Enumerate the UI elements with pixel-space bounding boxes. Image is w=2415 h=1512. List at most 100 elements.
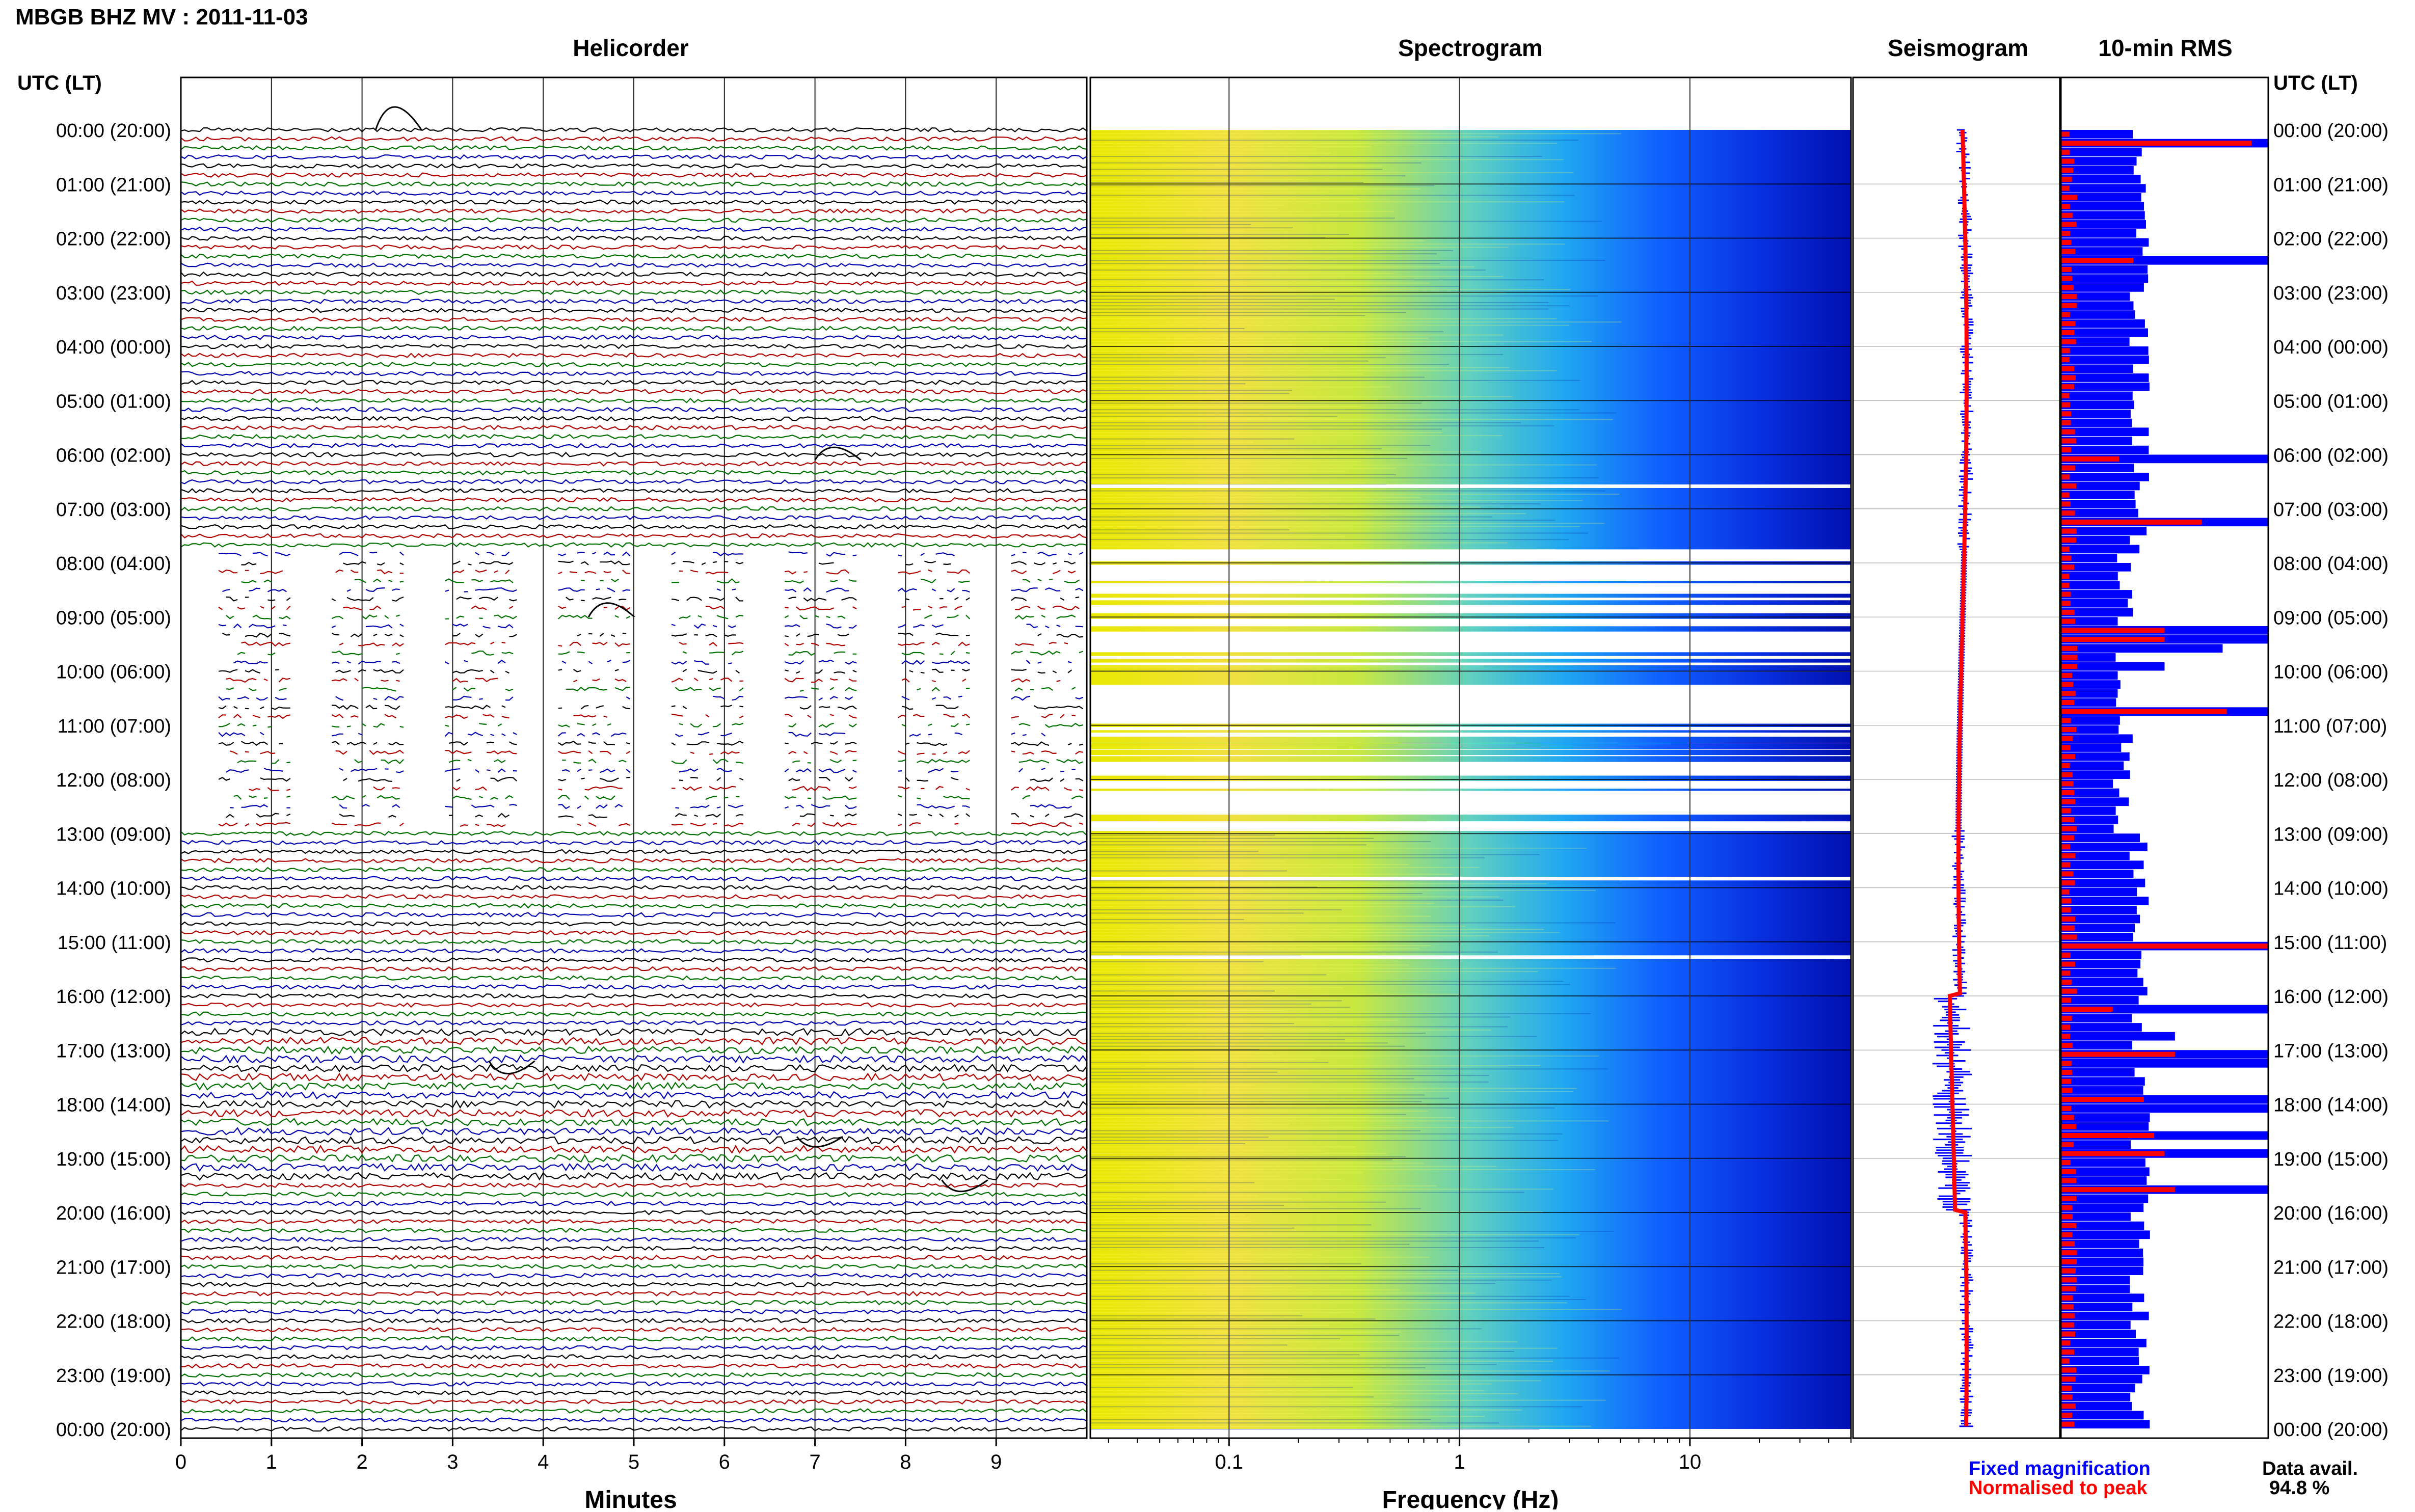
rms-normalised-bar (2061, 763, 2070, 768)
spectrogram-streak (1090, 919, 1244, 921)
spectrogram-streak (1090, 279, 1544, 281)
spectrogram-streak (1090, 244, 1565, 245)
spectrogram-streak (1090, 260, 1605, 261)
rms-fixed-bar (2061, 1230, 2150, 1239)
rms-normalised-bar (2061, 745, 2071, 750)
rms-normalised-bar (2061, 817, 2074, 823)
spectrogram-streak (1090, 166, 1382, 167)
spectrogram-streak (1090, 1295, 1570, 1297)
spectrogram-streak (1090, 851, 1258, 852)
rms-normalised-bar (2061, 474, 2070, 480)
time-label-left: 22:00 (18:00) (56, 1311, 171, 1333)
spectrogram-streak (1090, 857, 1485, 858)
spectrogram-streak (1090, 334, 1504, 336)
rms-normalised-bar (2061, 492, 2070, 498)
spectrogram-streak (1090, 1175, 1280, 1177)
rms-panel (2061, 130, 2268, 1428)
spectrogram-streak (1090, 1159, 1392, 1160)
spectrogram-streak (1090, 1253, 1313, 1255)
spectrogram-streak (1090, 1227, 1295, 1229)
spectrogram-streak (1090, 863, 1409, 865)
rms-fixed-bar (2061, 527, 2147, 535)
spectrogram-streak (1090, 997, 1273, 998)
rms-fixed-bar (2061, 193, 2141, 202)
time-label-left: 00:00 (20:00) (56, 1419, 171, 1441)
spectrogram-streak (1090, 971, 1538, 973)
spectrogram-streak (1090, 1208, 1421, 1209)
rms-normalised-bar (2061, 1331, 2075, 1337)
time-label-right: 09:00 (05:00) (2273, 607, 2389, 629)
spectrogram-streak (1090, 1276, 1562, 1278)
helicorder-trace (226, 768, 1083, 772)
spectrogram-streak (1090, 240, 1425, 241)
helicorder-trace (180, 948, 1087, 954)
helicorder-trace (180, 1246, 1087, 1252)
helicorder-trace (180, 830, 1087, 836)
rms-normalised-bar (2061, 303, 2077, 308)
rms-fixed-bar (2061, 914, 2140, 924)
spectrogram-streak (1090, 909, 1342, 910)
spectrogram-streak (1090, 1390, 1484, 1391)
rms-fixed-bar (2061, 1248, 2143, 1257)
rms-normalised-bar (2061, 501, 2071, 507)
rms-normalised-bar (2061, 438, 2076, 444)
spectrogram-streak (1090, 1247, 1544, 1248)
spectrogram-streak (1090, 214, 1339, 215)
spectrogram-streak (1090, 1127, 1514, 1128)
spectrogram-streak (1090, 1234, 1579, 1235)
time-label-left: 00:00 (20:00) (56, 120, 171, 142)
spectrogram-streak (1090, 1419, 1431, 1420)
rms-fixed-bar (2061, 1086, 2143, 1095)
rms-fixed-bar (2061, 202, 2144, 211)
rms-fixed-bar (2061, 409, 2131, 418)
spectrogram-streak (1090, 1250, 1362, 1252)
time-label-left: 20:00 (16:00) (56, 1203, 171, 1224)
utc-header-left: UTC (LT) (17, 72, 102, 94)
spectrogram-streak (1090, 1240, 1539, 1242)
spectrogram-streak (1090, 841, 1431, 843)
time-label-right: 22:00 (18:00) (2273, 1311, 2389, 1333)
rms-normalised-bar (2061, 1187, 2175, 1193)
helicorder-trace (180, 849, 1087, 854)
spectrogram-streak (1090, 1380, 1541, 1382)
rms-fixed-bar (2061, 1140, 2131, 1149)
spectrogram-streak (1090, 981, 1564, 982)
rms-fixed-bar (2061, 1176, 2147, 1185)
rms-normalised-bar (2061, 1070, 2072, 1075)
rms-normalised-bar (2061, 1178, 2077, 1183)
rms-fixed-bar (2061, 1104, 2268, 1113)
helicorder-trace (233, 795, 1084, 800)
spectrogram-streak (1090, 1097, 1450, 1099)
rms-fixed-bar (2061, 1014, 2132, 1023)
time-label-right: 13:00 (09:00) (2273, 824, 2389, 845)
spectrogram-streak (1090, 435, 1502, 437)
spectrogram-streak (1090, 494, 1620, 495)
spectrogram-streak (1090, 961, 1264, 962)
spectrogram-streak (1090, 146, 1371, 147)
rms-fixed-bar (2061, 698, 2116, 707)
spectrogram-streak (1090, 1114, 1407, 1115)
helicorder-trace (219, 669, 1083, 673)
spectrogram-streak (1090, 448, 1382, 449)
spectrogram-streak (1090, 396, 1513, 397)
minute-tick-label: 4 (538, 1451, 549, 1473)
helicorder-trace (219, 714, 1083, 718)
time-label-left: 14:00 (10:00) (56, 878, 171, 900)
time-label-right: 20:00 (16:00) (2273, 1203, 2389, 1224)
rms-fixed-bar (2061, 933, 2133, 941)
spectrogram-streak (1090, 893, 1423, 895)
rms-fixed-bar (2061, 644, 2223, 653)
spectrogram-streak (1090, 1318, 1376, 1320)
spectrogram-streak (1090, 1221, 1252, 1222)
helicorder-trace (180, 244, 1087, 250)
spectrogram-partial-row (1090, 789, 1851, 791)
spectrogram-streak (1090, 503, 1541, 505)
spectrogram-streak (1090, 1403, 1392, 1404)
rms-fixed-bar (2061, 833, 2140, 842)
spectrogram-streak (1090, 1065, 1541, 1066)
helicorder-trace (180, 1055, 1087, 1064)
spectrogram-streak (1090, 1003, 1312, 1005)
spectrogram-streak (1090, 1042, 1388, 1044)
spectrogram-streak (1090, 1117, 1455, 1118)
spectrogram-streak (1090, 1312, 1355, 1313)
